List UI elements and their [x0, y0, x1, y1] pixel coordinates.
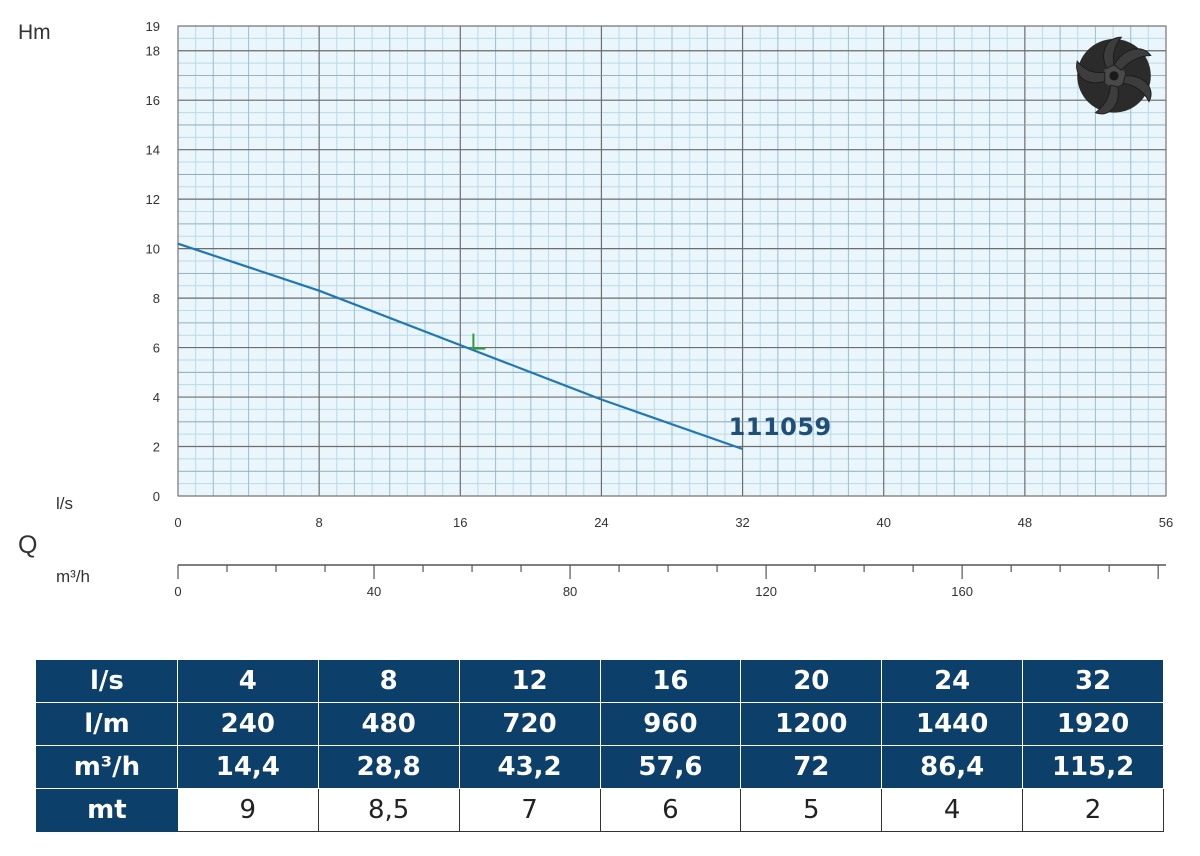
table-cell: 8 [317, 659, 460, 703]
table-cell: 4 [881, 788, 1024, 832]
x-tick-label-ls: 0 [174, 515, 181, 530]
q-axis-title: Q [18, 531, 37, 559]
x-tick-label-ls: 40 [876, 515, 890, 530]
table-row: l/s 4 8 12 16 20 24 32 [36, 659, 1164, 703]
flow-head-table: l/s 4 8 12 16 20 24 32 l/m 240 480 720 960 1200 1440 19… [36, 659, 1164, 832]
table-row-label: l/s [36, 659, 178, 703]
table-cell: 16 [599, 659, 742, 703]
table-row: l/m 240 480 720 960 1200 1440 1920 [36, 702, 1164, 746]
y-tick-label: 18 [146, 44, 160, 59]
table-cell: 2 [1022, 788, 1164, 832]
y-tick-label: 10 [146, 242, 160, 257]
y-tick-label: 0 [153, 489, 160, 504]
table-cell: 1440 [881, 702, 1024, 746]
y-tick-label: 2 [153, 440, 160, 455]
table-cell: 1200 [740, 702, 883, 746]
impeller-icon [1076, 36, 1152, 115]
y-axis-title: Hm [18, 21, 51, 44]
table-cell: 1920 [1022, 702, 1164, 746]
x-tick-label-ls: 8 [316, 515, 323, 530]
x-tick-label-m3h: 40 [367, 584, 381, 599]
x-tick-label-ls: 16 [453, 515, 467, 530]
table-cell: 57,6 [599, 745, 742, 789]
x-tick-label-m3h: 120 [755, 584, 777, 599]
table-cell: 4 [176, 659, 319, 703]
table-row-label: l/m [36, 702, 178, 746]
x-tick-label-ls: 24 [594, 515, 608, 530]
x-axis-title-m3h: m³/h [56, 567, 90, 586]
x-tick-label-ls: 32 [735, 515, 749, 530]
table-cell: 8,5 [317, 788, 460, 832]
y-tick-label: 16 [146, 93, 160, 108]
table-cell: 6 [599, 788, 742, 832]
y-tick-label: 19 [146, 19, 160, 34]
table-cell: 480 [317, 702, 460, 746]
x-tick-label-m3h: 160 [951, 584, 973, 599]
table-cell: 12 [458, 659, 601, 703]
table-cell: 20 [740, 659, 883, 703]
plot-border [177, 25, 1167, 497]
y-tick-label: 6 [153, 341, 160, 356]
y-tick-label: 8 [153, 291, 160, 306]
table-row: mt 9 8,5 7 6 5 4 2 [36, 788, 1164, 832]
table-row-label: m³/h [36, 745, 178, 789]
table-cell: 24 [881, 659, 1024, 703]
y-tick-label: 12 [146, 192, 160, 207]
table-cell: 72 [740, 745, 883, 789]
x-tick-label-ls: 56 [1159, 515, 1173, 530]
x-tick-label-m3h: 80 [563, 584, 577, 599]
table-row-label: mt [36, 788, 178, 832]
table-row: m³/h 14,4 28,8 43,2 57,6 72 86,4 115,2 [36, 745, 1164, 789]
table-cell: 5 [740, 788, 883, 832]
table-cell: 14,4 [176, 745, 319, 789]
x-tick-label-ls: 48 [1018, 515, 1032, 530]
table-cell: 28,8 [317, 745, 460, 789]
table-cell: 86,4 [881, 745, 1024, 789]
x-axis-title-ls: l/s [56, 494, 73, 513]
table-cell: 7 [458, 788, 601, 832]
x-tick-label-m3h: 0 [174, 584, 181, 599]
table-cell: 240 [176, 702, 319, 746]
y-tick-label: 14 [146, 143, 160, 158]
y-tick-label: 4 [153, 390, 160, 405]
table-cell: 720 [458, 702, 601, 746]
table-cell: 32 [1022, 659, 1164, 703]
table-cell: 115,2 [1022, 745, 1164, 789]
table-cell: 9 [176, 788, 319, 832]
series-label: 111059 [729, 413, 832, 441]
table-cell: 960 [599, 702, 742, 746]
table-cell: 43,2 [458, 745, 601, 789]
